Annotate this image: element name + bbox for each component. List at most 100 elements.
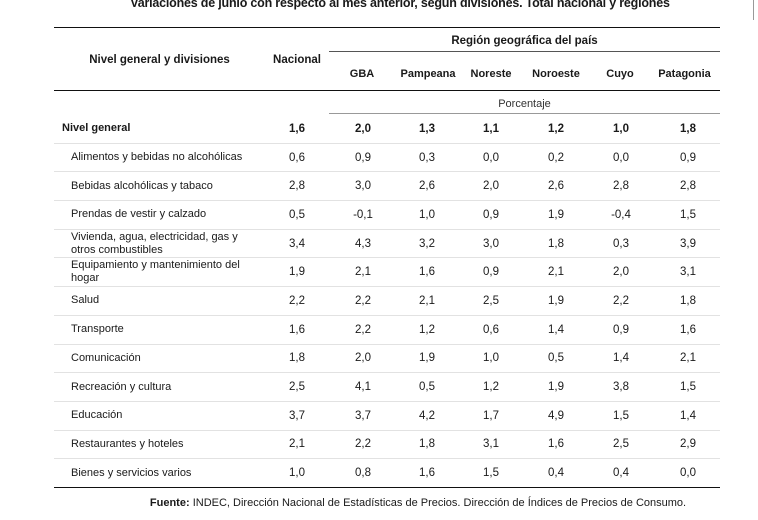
header-region-gba: GBA [349,68,375,80]
row-value: 1,6 [680,323,696,336]
row-label: Restaurantes y hoteles [71,437,184,450]
row-value: 1,5 [483,467,499,480]
table-row: Restaurantes y hoteles 2,1 2,2 1,8 3,1 1,6 2,5… [54,431,720,460]
row-value: 1,4 [613,352,629,365]
row-value: 1,2 [548,122,564,135]
row-value: 1,4 [548,323,564,336]
row-value: 1,6 [419,266,435,279]
header-region-pampeana: Pampeana [400,68,456,80]
row-value: 0,9 [483,208,499,221]
row-value: 2,6 [548,180,564,193]
row-value: 2,5 [483,294,499,307]
row-value: 2,0 [355,352,371,365]
table-row: Prendas de vestir y calzado 0,5 -0,1 1,0 0,9… [54,201,720,230]
row-value: 2,1 [680,352,696,365]
row-value: 0,0 [680,467,696,480]
row-value: 1,7 [483,409,499,422]
row-value: 1,5 [680,381,696,394]
row-value: 1,8 [680,294,696,307]
row-value: 1,8 [419,438,435,451]
row-value: 3,1 [680,266,696,279]
table-title: Variaciones de junio con respecto al mes… [130,0,670,10]
header-divisions: Nivel general y divisiones [89,54,230,66]
row-value: 1,9 [548,208,564,221]
row-value: 3,8 [613,381,629,394]
row-value: 3,0 [483,237,499,250]
row-value: 2,6 [419,180,435,193]
row-value: 2,8 [289,180,305,193]
row-value: 0,5 [289,208,305,221]
row-value: 2,2 [613,294,629,307]
row-value: 1,2 [419,323,435,336]
row-value: 2,0 [355,122,371,135]
row-value: 0,9 [613,323,629,336]
row-value: 1,2 [483,381,499,394]
row-value: 2,0 [613,266,629,279]
table-body: Nivel general 1,6 2,0 1,3 1,1 1,2 1,0 1,8 Alimen… [54,115,720,488]
row-value: 0,0 [613,151,629,164]
row-value: 2,5 [613,438,629,451]
row-value: 2,1 [548,266,564,279]
row-label: Prendas de vestir y calzado [71,208,207,221]
row-value: 0,8 [355,467,371,480]
table-top-border [54,27,720,28]
table-row: Alimentos y bebidas no alcohólicas 0,6 0,9… [54,144,720,173]
table-row: Educación 3,7 3,7 4,2 1,7 4,9 1,5 1,4 [54,402,720,431]
row-value: 0,9 [680,151,696,164]
table-row: Nivel general 1,6 2,0 1,3 1,1 1,2 1,0 1,8 [54,115,720,144]
header-region-noroeste: Noroeste [532,68,580,80]
row-value: 2,5 [289,381,305,394]
row-value: 0,3 [419,151,435,164]
row-value: 1,5 [680,208,696,221]
row-value: 4,1 [355,381,371,394]
row-value: 1,0 [419,208,435,221]
row-value: 2,8 [613,180,629,193]
row-label: Alimentos y bebidas no alcohólicas [71,151,243,164]
row-value: 2,2 [355,438,371,451]
region-divider [329,51,720,52]
row-value: 1,0 [483,352,499,365]
row-value: 0,6 [289,151,305,164]
row-value: 1,6 [548,438,564,451]
row-value: 4,2 [419,409,435,422]
header-region-cuyo: Cuyo [606,68,634,80]
source-text: INDEC, Dirección Nacional de Estadística… [189,497,687,509]
table-row: Recreación y cultura 2,5 4,1 0,5 1,2 1,9 3,8 1,… [54,373,720,402]
table-row: Comunicación 1,8 2,0 1,9 1,0 0,5 1,4 2,1 [54,345,720,374]
row-value: 0,9 [355,151,371,164]
header-nacional: Nacional [273,54,321,66]
row-value: 0,5 [548,352,564,365]
table-row: Equipamiento y mantenimiento del hogar 1,… [54,258,720,288]
row-value: 1,8 [680,122,696,135]
row-value: 3,4 [289,237,305,250]
header-region-noreste: Noreste [470,68,512,80]
row-value: 2,2 [355,323,371,336]
row-value: 1,0 [613,122,629,135]
source-note: Fuente: INDEC, Dirección Nacional de Est… [0,497,758,509]
row-value: 1,6 [289,323,305,336]
row-value: 0,3 [613,237,629,250]
row-value: 3,0 [355,180,371,193]
row-value: 2,1 [289,438,305,451]
row-value: 1,3 [419,122,435,135]
row-value: 2,0 [483,180,499,193]
table-row: Salud 2,2 2,2 2,1 2,5 1,9 2,2 1,8 [54,287,720,316]
unit-divider [329,113,720,114]
table-row: Transporte 1,6 2,2 1,2 0,6 1,4 0,9 1,6 [54,316,720,345]
row-value: 2,2 [289,294,305,307]
row-label: Bebidas alcohólicas y tabaco [71,179,213,192]
row-value: -0,1 [353,208,373,221]
page-edge-line [753,0,754,20]
row-value: 2,9 [680,438,696,451]
row-value: 0,2 [548,151,564,164]
row-label: Recreación y cultura [71,380,172,393]
row-value: 0,0 [483,151,499,164]
row-value: 3,7 [289,409,305,422]
row-value: 1,9 [289,266,305,279]
row-value: 1,1 [483,122,499,135]
row-label: Transporte [71,323,124,336]
row-value: 0,6 [483,323,499,336]
row-value: 2,1 [355,266,371,279]
row-value: 1,8 [289,352,305,365]
row-value: 0,4 [613,467,629,480]
